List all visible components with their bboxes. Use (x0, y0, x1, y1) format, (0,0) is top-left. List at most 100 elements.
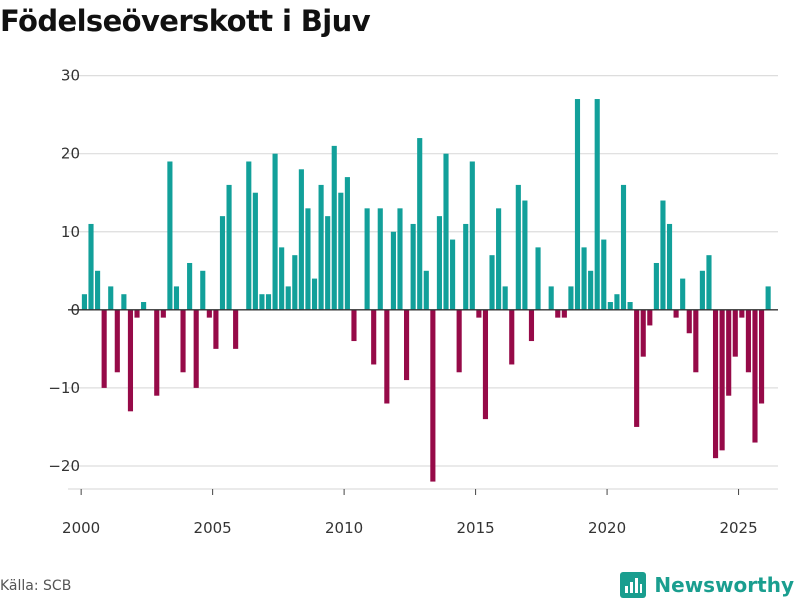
bar (726, 309, 732, 396)
bar (219, 216, 226, 310)
bar (693, 309, 699, 373)
bar (456, 309, 462, 373)
bar (719, 309, 725, 451)
bar (509, 309, 515, 365)
bar (265, 294, 272, 310)
bar (759, 309, 765, 404)
bar (88, 223, 94, 310)
bar (371, 309, 377, 365)
bar (528, 309, 535, 342)
bar (344, 177, 350, 310)
bar (305, 208, 311, 310)
bar (331, 145, 337, 310)
y-axis-ticks: −20 −10 0 10 20 30 (48, 67, 80, 475)
y-tick-label: −20 (48, 457, 80, 475)
y-tick-label: 0 (70, 301, 80, 319)
bar (226, 184, 232, 310)
bar (404, 309, 410, 381)
bar (95, 270, 101, 310)
bar (180, 309, 186, 373)
y-tick-label: 10 (61, 223, 80, 241)
bar (522, 200, 528, 310)
bar (173, 286, 180, 310)
bar (515, 184, 521, 310)
bar (739, 309, 745, 318)
bar (561, 309, 567, 318)
bars (81, 99, 771, 482)
x-tick-label: 2005 (194, 519, 232, 537)
bar (745, 309, 751, 373)
bar (502, 286, 508, 310)
bar (712, 309, 719, 459)
source-note: Källa: SCB (0, 578, 72, 594)
bar (390, 231, 396, 310)
bar (581, 247, 587, 310)
bar (200, 270, 206, 310)
bar (410, 223, 416, 310)
bar (167, 161, 173, 310)
bar (555, 309, 561, 318)
bar (101, 309, 107, 388)
bar (568, 286, 574, 310)
bar (154, 309, 160, 396)
bar (384, 309, 390, 404)
bar (233, 309, 239, 349)
x-axis-ticks: 2000 2005 2010 2015 2020 2025 (62, 489, 758, 537)
bar (686, 309, 692, 334)
bar (430, 309, 436, 482)
bar (160, 309, 166, 318)
bar (699, 270, 705, 310)
bar (285, 286, 291, 310)
bar (141, 302, 147, 310)
bar (765, 286, 771, 310)
y-tick-label: 20 (61, 145, 80, 163)
x-tick-label: 2015 (456, 519, 494, 537)
bar (647, 309, 653, 326)
bar (377, 208, 383, 310)
newsworthy-logo: Newsworthy (620, 568, 794, 602)
bar (364, 208, 370, 310)
bar (627, 302, 633, 310)
bar (292, 255, 298, 310)
bar (193, 309, 199, 388)
bar (489, 255, 495, 310)
bar (732, 309, 738, 357)
bar (463, 223, 469, 310)
bar (614, 294, 620, 310)
x-tick-label: 2020 (588, 519, 626, 537)
bar (252, 192, 258, 310)
bar (298, 169, 304, 310)
chart-title: Födelseöverskott i Bjuv (0, 4, 371, 38)
bar (607, 302, 613, 310)
bar (535, 247, 541, 310)
bar (108, 286, 114, 310)
bar (496, 208, 502, 310)
bar-chart-icon (620, 572, 647, 598)
bar (666, 223, 673, 310)
x-tick-label: 2025 (719, 519, 757, 537)
bar (187, 262, 193, 310)
bar (127, 309, 134, 412)
bar (397, 208, 403, 310)
bar (620, 184, 627, 310)
bar (279, 247, 285, 310)
bar (259, 294, 265, 310)
bar (450, 239, 456, 310)
bar (81, 294, 87, 310)
gridlines (68, 75, 778, 490)
y-tick-label: −10 (48, 379, 80, 397)
bar (213, 309, 219, 349)
bar (246, 161, 252, 310)
bar (548, 286, 554, 310)
bar (594, 99, 600, 310)
bar (680, 278, 686, 310)
bar (653, 262, 659, 310)
bar (443, 153, 449, 310)
bar (673, 309, 679, 318)
bar (114, 309, 120, 373)
bar (272, 153, 278, 310)
brand-name: Newsworthy (654, 573, 794, 597)
bar (423, 270, 429, 310)
bar (325, 216, 331, 310)
